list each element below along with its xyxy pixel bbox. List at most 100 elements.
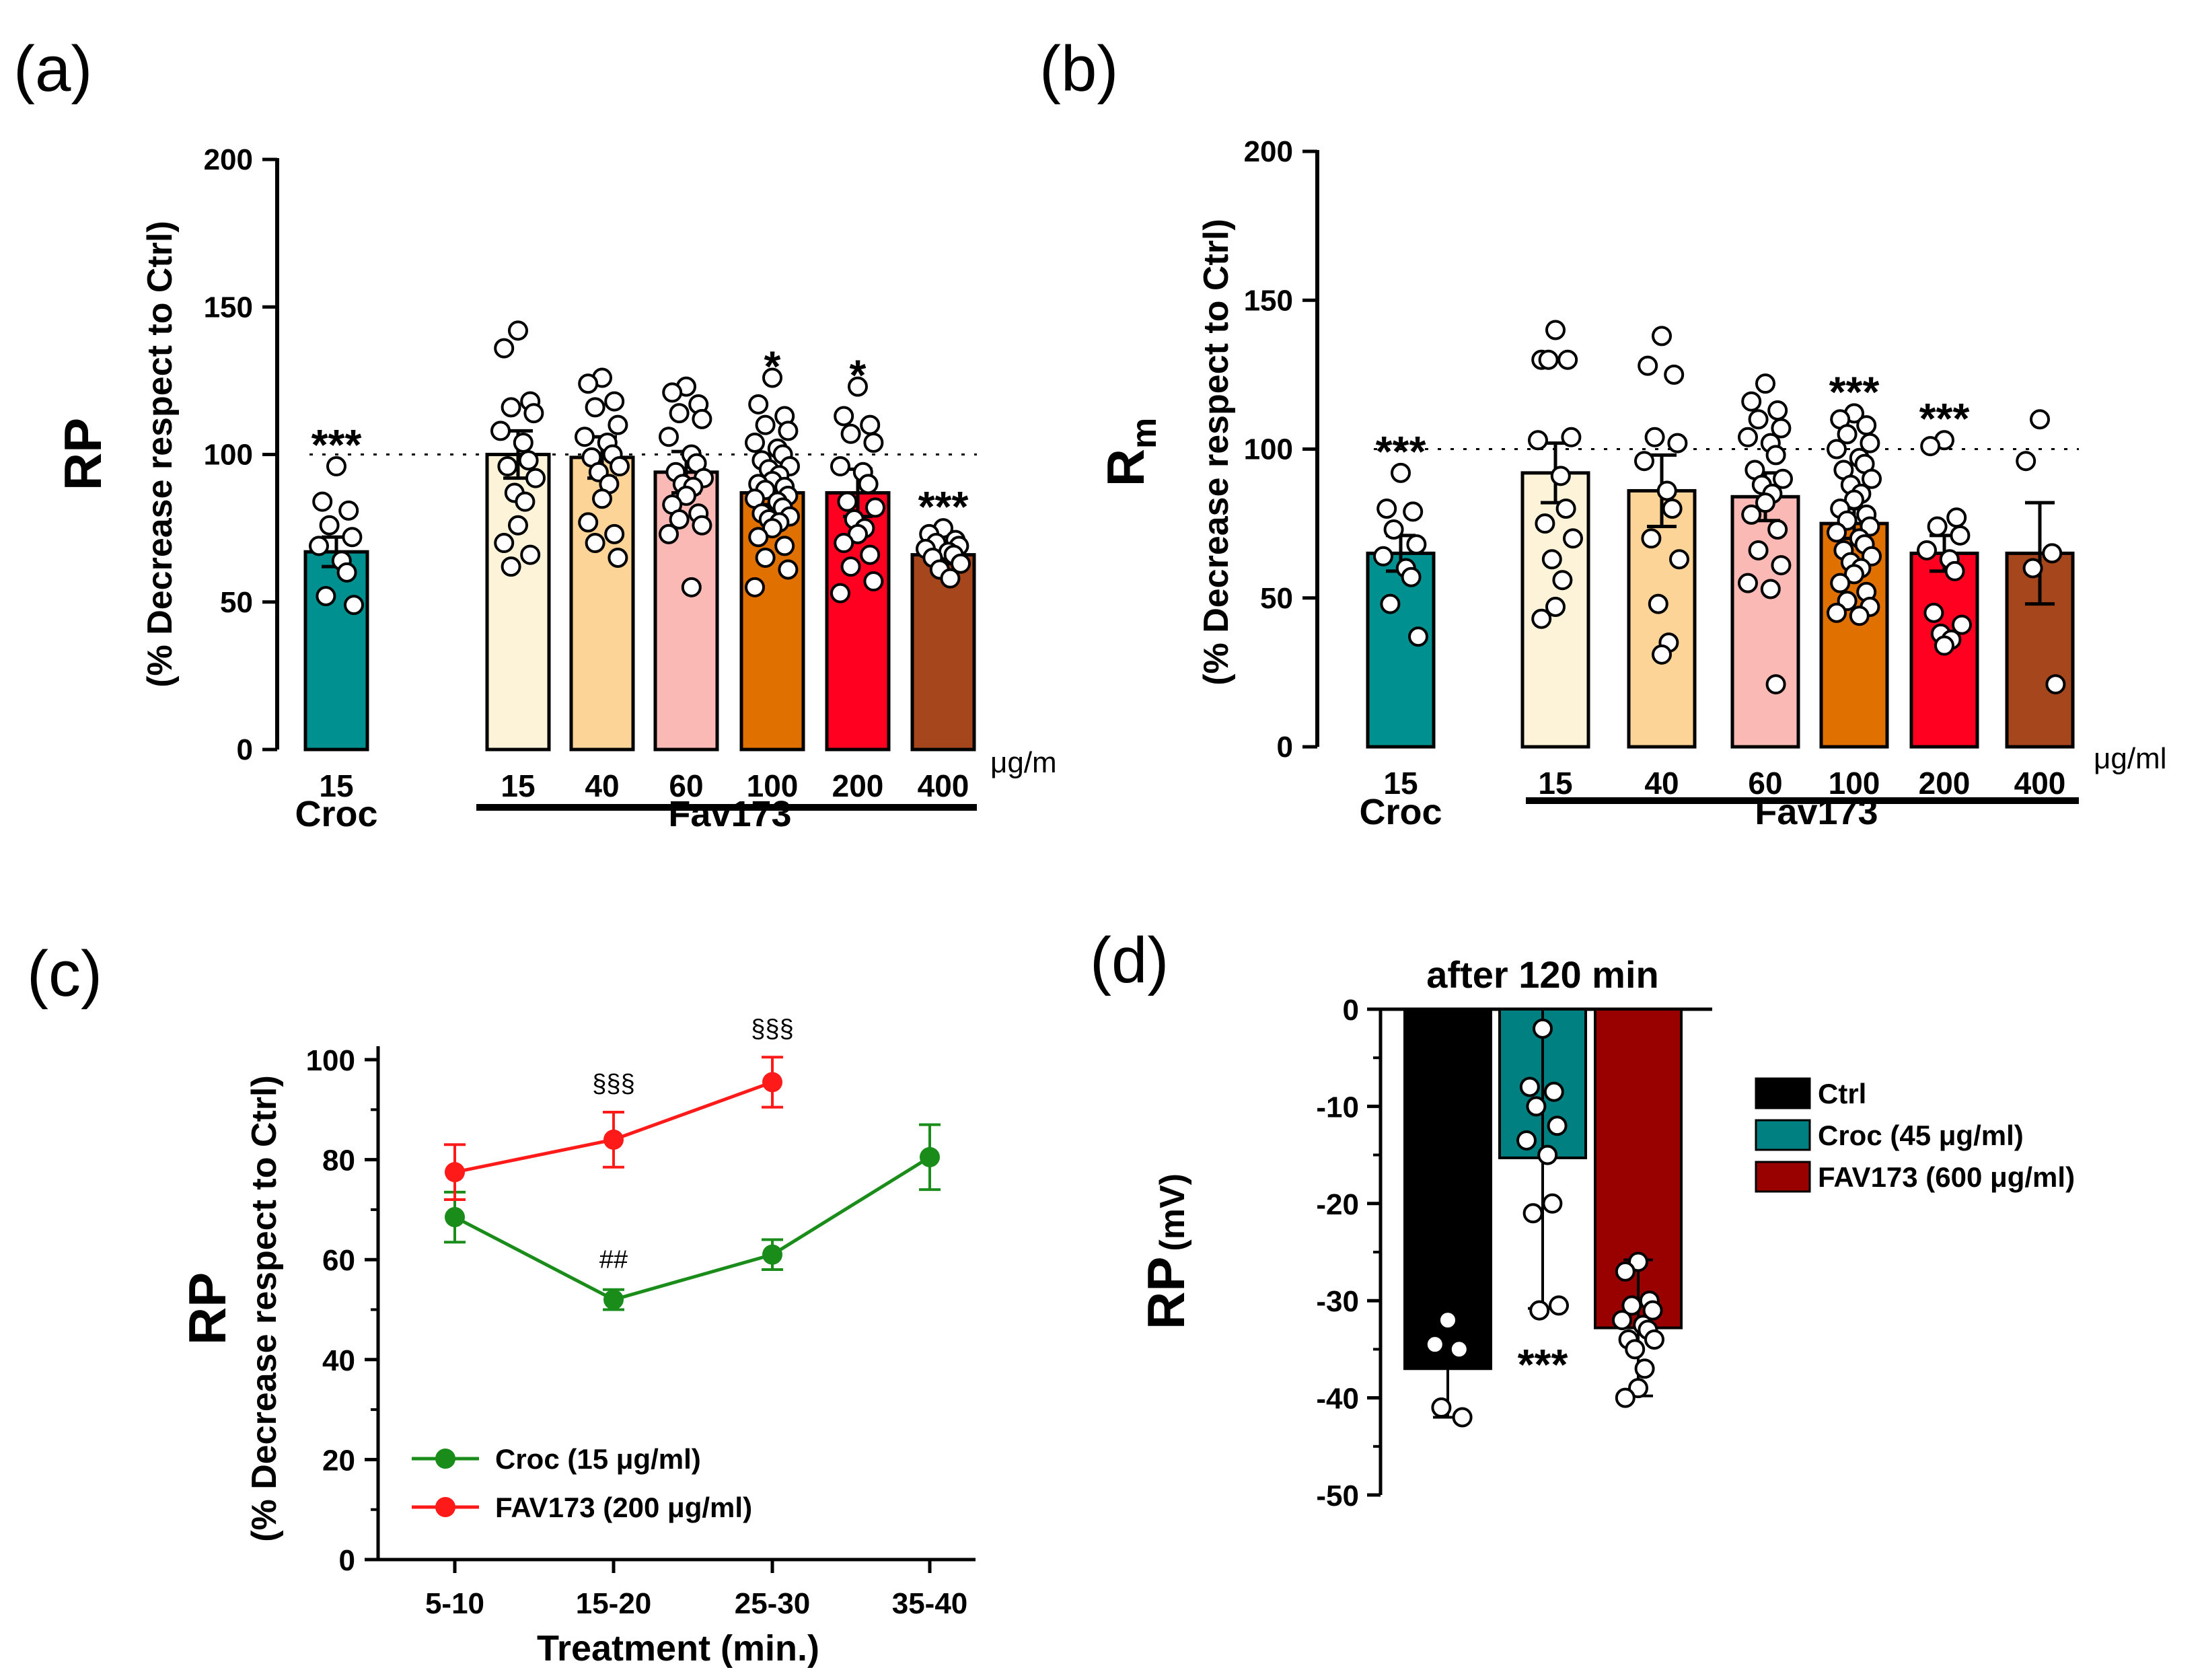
data-point (1615, 1387, 1636, 1408)
x-tick-label: 400 (918, 768, 969, 803)
y-tick-label: 150 (1244, 284, 1293, 317)
data-point (1516, 1130, 1537, 1151)
data-point (1738, 427, 1758, 447)
significance-mark: §§§ (751, 1015, 793, 1043)
data-point (513, 432, 534, 453)
data-point (1946, 507, 1967, 528)
y-tick-label: 100 (204, 439, 253, 472)
data-point (1923, 602, 1944, 623)
data-point (762, 518, 782, 539)
data-point (1748, 409, 1769, 430)
data-point (834, 406, 854, 427)
data-point (578, 373, 599, 394)
data-point (319, 515, 340, 536)
data-point (1741, 504, 1762, 525)
y-axis-title-main: RP (1136, 1257, 1196, 1329)
data-point (1561, 427, 1582, 447)
data-point (1625, 1339, 1646, 1360)
data-point (669, 403, 690, 424)
data-point (1438, 1310, 1458, 1331)
significance-mark: * (764, 342, 781, 390)
legend-label: Croc (15 μg/ml) (495, 1443, 701, 1475)
data-point (1917, 540, 1937, 560)
data-point (1755, 492, 1775, 513)
data-point (1545, 597, 1566, 618)
panel-label: (a) (13, 33, 92, 105)
data-point (610, 456, 630, 477)
data-point (523, 403, 544, 424)
y-axis-subtitle: (% Decrease respect to Ctrl) (141, 221, 180, 688)
x-tick-label: 40 (585, 768, 619, 803)
data-point (1448, 1339, 1469, 1360)
data-point (951, 553, 971, 574)
data-point (316, 585, 336, 606)
data-point (1765, 674, 1786, 695)
data-point (1656, 480, 1677, 501)
data-point (858, 474, 879, 495)
group-label: Croc (1359, 792, 1442, 832)
data-point (745, 432, 765, 453)
data-point (1452, 1407, 1473, 1428)
significance-mark: §§§ (592, 1070, 634, 1098)
y-axis-sublabel: (% Decrease respect to Ctrl) (141, 221, 180, 688)
y-axis-subtitle: (% Decrease respect to Ctrl) (1197, 219, 1236, 686)
data-point (525, 468, 546, 488)
data-point (1642, 1300, 1663, 1321)
data-point (860, 544, 881, 565)
data-point (1522, 1203, 1543, 1224)
y-axis-sublabel: (% Decrease respect to Ctrl) (1197, 219, 1236, 686)
data-point (920, 1146, 940, 1167)
data-point (1827, 602, 1847, 623)
data-point (1771, 418, 1792, 439)
y-tick-label: 50 (220, 586, 253, 619)
x-tick-label: 15 (319, 768, 353, 803)
y-tick-label: 20 (322, 1444, 355, 1477)
legend-label: Croc (45 μg/ml) (1818, 1120, 2024, 1151)
significance-mark: *** (311, 421, 362, 469)
panel-c: (c) 0 20 40 60 80 100 5-10 15-20 25-30 35-40 Treatm… (27, 938, 976, 1669)
y-tick-label: 200 (204, 143, 253, 176)
y-axis-label: Rm (1096, 418, 1164, 487)
data-point (863, 571, 884, 592)
data-point (1648, 593, 1668, 614)
x-tick-label: 15 (1383, 766, 1418, 801)
data-point (1634, 451, 1654, 472)
data-point (1376, 499, 1397, 519)
y-tick-label: -10 (1316, 1091, 1359, 1124)
data-point (1644, 427, 1665, 447)
data-point (778, 421, 799, 441)
significance-mark: *** (1829, 367, 1880, 416)
bar (303, 550, 369, 752)
data-point (745, 577, 765, 597)
data-point (585, 397, 605, 418)
data-point (681, 577, 702, 597)
data-point (592, 488, 612, 509)
data-point (863, 432, 884, 453)
data-point (1641, 528, 1662, 549)
data-point (659, 523, 679, 544)
data-point (585, 533, 605, 554)
data-point (603, 1289, 624, 1310)
data-point (518, 450, 539, 471)
data-point (1403, 501, 1424, 522)
x-tick-label: 40 (1644, 766, 1679, 801)
data-point (1652, 644, 1672, 665)
data-point (1634, 1358, 1655, 1379)
y-tick-label: 150 (204, 291, 253, 324)
data-point (575, 427, 595, 447)
data-point (1528, 430, 1548, 451)
legend-marker (435, 1449, 455, 1469)
x-tick-label: 100 (747, 768, 799, 803)
legend-swatch (1755, 1077, 1811, 1109)
data-point (940, 568, 961, 589)
unit-label: μg/ml (2094, 742, 2166, 775)
y-axis-title: RP (mV) (1136, 1173, 1196, 1329)
y-tick-label: -50 (1316, 1480, 1359, 1512)
data-point (1533, 1018, 1553, 1039)
data-point (1856, 415, 1877, 436)
y-tick-label: 0 (1343, 994, 1359, 1027)
data-point (1550, 466, 1571, 486)
data-point (1529, 1300, 1550, 1321)
y-axis-title: RP (178, 1272, 237, 1345)
data-point (762, 1244, 782, 1265)
